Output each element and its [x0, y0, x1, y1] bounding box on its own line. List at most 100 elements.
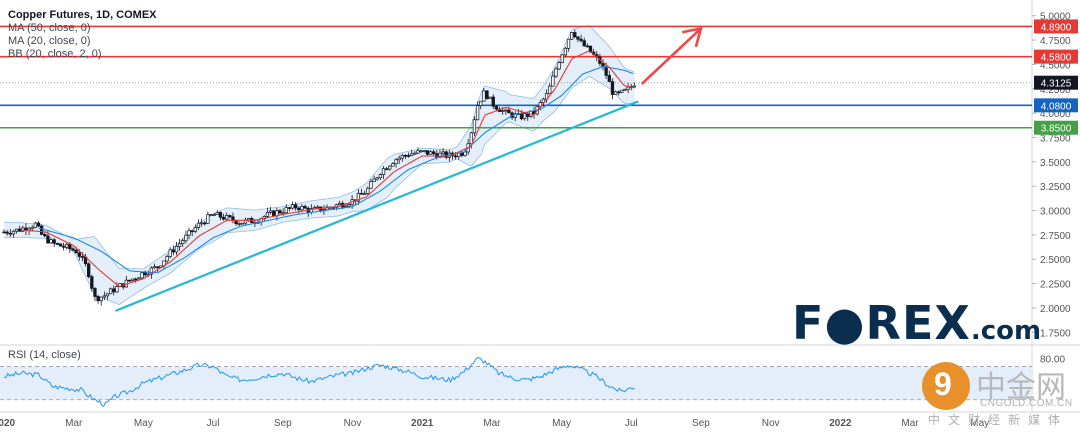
candle-body: [501, 110, 505, 112]
candle-body: [620, 89, 624, 93]
candle-body: [225, 215, 229, 220]
time-tick-label: May: [970, 418, 989, 429]
candle-body: [582, 40, 586, 47]
candle-body: [49, 239, 53, 244]
price-tick-label: 2.0000: [1040, 304, 1071, 315]
ma20-line: [21, 50, 635, 288]
candle-body: [52, 239, 56, 244]
candle-body: [551, 75, 555, 87]
candle-body: [287, 207, 292, 209]
candle-body: [5, 231, 9, 234]
time-tick-label: Nov: [344, 418, 362, 429]
candle-body: [212, 214, 216, 216]
candle-body: [482, 90, 486, 102]
candle-body: [485, 90, 489, 99]
cngold-logo-icon: 9: [922, 362, 970, 410]
candle-body: [165, 256, 169, 262]
candle-body: [152, 266, 157, 269]
price-tick-label: 3.5000: [1040, 158, 1071, 169]
time-tick-label: Mar: [483, 418, 501, 429]
cngold-watermark: 9 中金网 CNGOLD.COM.CN 中文财经新媒体: [922, 358, 1072, 427]
chart-legend: Copper Futures, 1D, COMEX MA (50, close,…: [8, 9, 157, 61]
candle-body: [554, 68, 558, 77]
candle-body: [378, 174, 383, 179]
candle-body: [303, 206, 307, 209]
candle-body: [68, 244, 72, 250]
candle-body: [11, 230, 16, 235]
candle-body: [403, 154, 408, 157]
candle-body: [93, 288, 97, 297]
time-tick-label: 2020: [0, 418, 16, 429]
time-tick-label: Sep: [274, 418, 292, 429]
candle-body: [33, 222, 38, 228]
candle-body: [190, 230, 194, 233]
candle-body: [168, 249, 172, 257]
candle-body: [115, 286, 119, 293]
candle-body: [394, 159, 398, 165]
projection-arrow-head: [682, 26, 703, 48]
candle-body: [199, 222, 204, 225]
candle-body: [406, 155, 411, 157]
bollinger-lower-line: [3, 76, 635, 306]
forex-logo-main: F●REX: [792, 296, 971, 350]
candle-body: [58, 243, 63, 247]
candle-body: [39, 225, 44, 235]
candle-body: [174, 245, 179, 253]
price-tick-label: 3.0000: [1040, 207, 1071, 218]
candle-body: [563, 47, 568, 56]
candle-body: [573, 32, 577, 38]
candle-body: [315, 206, 320, 209]
time-tick-label: 2021: [411, 418, 434, 429]
candle-body: [102, 295, 107, 298]
candle-body: [388, 165, 392, 170]
candle-body: [397, 157, 401, 161]
candle-body: [548, 85, 552, 94]
candle-body: [127, 279, 132, 282]
candle-body: [479, 100, 483, 106]
candle-body: [196, 222, 201, 228]
candle-body: [46, 235, 50, 244]
time-tick-label: Mar: [65, 418, 83, 429]
candle-body: [585, 45, 589, 48]
candle-body: [203, 222, 207, 225]
candle-body: [36, 222, 41, 227]
support-trendline: [115, 100, 639, 312]
candle-body: [61, 245, 66, 248]
price-axis: 5.0000 4.7500 4.5000 4.2500 4.0000 3.7500 3.50…: [1032, 12, 1071, 339]
level-tag-label: 4.8900: [1041, 22, 1072, 33]
level-tag: [1034, 49, 1078, 64]
candle-body: [617, 91, 621, 94]
price-tick-label: 2.7500: [1040, 231, 1071, 242]
candle-body: [334, 204, 339, 208]
candle-body: [366, 187, 370, 194]
time-tick-label: Nov: [762, 418, 780, 429]
candle-body: [513, 113, 517, 118]
candle-body: [413, 152, 417, 155]
candle-body: [8, 232, 12, 235]
candle-body: [87, 263, 91, 277]
candle-body: [419, 150, 423, 153]
candle-body: [613, 91, 618, 95]
candle-body: [294, 204, 298, 209]
candle-body: [74, 249, 78, 254]
candle-body: [14, 228, 19, 232]
candle-body: [105, 293, 110, 297]
cngold-watermark-sub: 中文财经新媒体: [928, 413, 1069, 427]
candle-body: [43, 234, 47, 237]
price-tick-label: 4.5000: [1040, 60, 1071, 71]
level-tag: [1034, 19, 1078, 34]
legend-title: Copper Futures, 1D, COMEX: [8, 9, 157, 21]
candle-body: [193, 227, 197, 232]
price-tick-label: 5.0000: [1040, 12, 1071, 23]
candle-body: [234, 220, 238, 225]
level-tag: [1034, 120, 1078, 135]
ma50-line: [38, 65, 634, 274]
candle-body: [99, 296, 103, 302]
bollinger-band-fill: [4, 25, 635, 305]
candle-body: [2, 231, 6, 234]
candle-body: [372, 178, 376, 183]
candle-body: [221, 216, 226, 220]
candle-body: [400, 154, 404, 159]
candle-body: [363, 193, 367, 195]
time-tick-label: Jul: [625, 418, 638, 429]
